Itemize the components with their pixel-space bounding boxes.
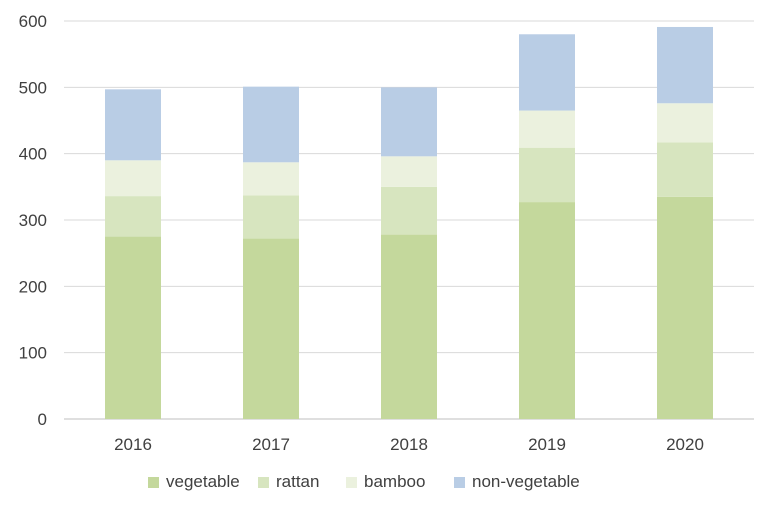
bar-segment-bamboo xyxy=(657,103,713,143)
legend-swatch xyxy=(258,477,269,488)
legend-swatch xyxy=(454,477,465,488)
y-tick-label: 600 xyxy=(19,12,47,31)
y-tick-label: 500 xyxy=(19,78,47,97)
x-axis-tick-labels: 2016 2017 2018 2019 2020 xyxy=(114,435,704,454)
bar-segment-bamboo xyxy=(105,160,161,197)
x-tick-label: 2019 xyxy=(528,435,566,454)
legend-label: non-vegetable xyxy=(472,472,580,491)
bar-segment-rattan xyxy=(105,196,161,237)
bar-stack-2020 xyxy=(657,26,713,419)
legend-swatch xyxy=(148,477,159,488)
bar-segment-vegetable xyxy=(519,202,575,419)
x-tick-label: 2017 xyxy=(252,435,290,454)
bar-stack-2018 xyxy=(381,87,437,419)
x-tick-label: 2020 xyxy=(666,435,704,454)
legend-item-non-vegetable: non-vegetable xyxy=(454,472,580,491)
bar-segment-non-vegetable xyxy=(381,87,437,157)
legend-item-bamboo: bamboo xyxy=(346,472,425,491)
bar-segment-non-vegetable xyxy=(105,89,161,161)
bar-segment-non-vegetable xyxy=(657,26,713,104)
x-tick-label: 2018 xyxy=(390,435,428,454)
bar-segment-bamboo xyxy=(243,162,299,196)
bar-segment-non-vegetable xyxy=(243,86,299,163)
bar-segment-vegetable xyxy=(381,234,437,419)
bar-segment-vegetable xyxy=(105,236,161,419)
bar-segment-rattan xyxy=(657,142,713,197)
bar-segment-bamboo xyxy=(519,110,575,148)
y-tick-label: 0 xyxy=(38,410,47,429)
bar-stack-2017 xyxy=(243,86,299,419)
legend-swatch xyxy=(346,477,357,488)
legend-item-vegetable: vegetable xyxy=(148,472,240,491)
legend-label: vegetable xyxy=(166,472,240,491)
y-tick-label: 400 xyxy=(19,145,47,164)
y-axis-tick-labels: 0 100 200 300 400 500 600 xyxy=(19,12,47,429)
bar-stack-2016 xyxy=(105,89,161,419)
bar-segment-rattan xyxy=(381,186,437,235)
legend-label: rattan xyxy=(276,472,319,491)
bar-stack-2019 xyxy=(519,34,575,419)
bar-segment-vegetable xyxy=(243,238,299,419)
x-tick-label: 2016 xyxy=(114,435,152,454)
legend-item-rattan: rattan xyxy=(258,472,319,491)
bar-segment-vegetable xyxy=(657,196,713,419)
legend-label: bamboo xyxy=(364,472,425,491)
y-tick-label: 200 xyxy=(19,277,47,296)
bar-segment-bamboo xyxy=(381,156,437,187)
y-tick-label: 300 xyxy=(19,211,47,230)
bar-segment-rattan xyxy=(243,195,299,239)
bar-segment-rattan xyxy=(519,147,575,203)
y-tick-label: 100 xyxy=(19,344,47,363)
legend: vegetable rattan bamboo non-vegetable xyxy=(148,472,580,491)
bar-segment-non-vegetable xyxy=(519,34,575,111)
bar-stacks xyxy=(105,26,713,419)
